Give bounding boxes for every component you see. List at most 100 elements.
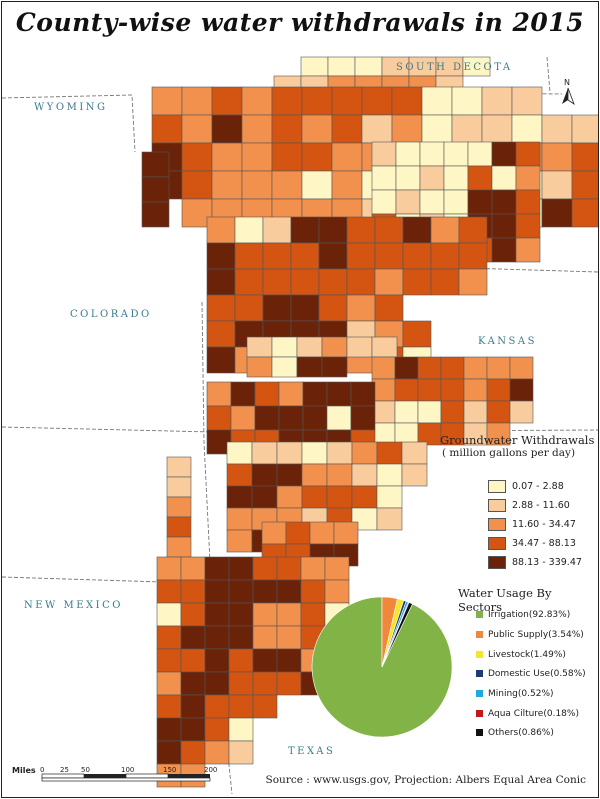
county: [571, 198, 598, 228]
county: [402, 268, 432, 296]
county: [156, 579, 182, 604]
legend-title: Groundwater Withdrawals ( million gallon…: [440, 434, 594, 460]
legend-label: 0.07 - 2.88: [512, 480, 564, 492]
county: [290, 216, 320, 244]
county: [301, 142, 333, 172]
county: [241, 114, 273, 144]
legend-swatch: [488, 498, 506, 512]
county: [371, 400, 396, 424]
county: [204, 648, 230, 673]
legend-title-line2: ( million gallons per day): [442, 447, 576, 459]
county: [206, 216, 236, 244]
county: [371, 336, 398, 358]
county: [262, 294, 292, 322]
county: [417, 400, 442, 424]
county: [290, 294, 320, 322]
county: [180, 648, 206, 673]
county: [371, 189, 397, 215]
county: [271, 142, 303, 172]
county: [300, 556, 326, 581]
county: [326, 441, 353, 465]
county: [278, 405, 304, 431]
county: [204, 602, 230, 627]
county: [491, 237, 517, 263]
county: [241, 86, 273, 116]
county: [180, 717, 206, 742]
legend-item: 2.88 - 11.60: [488, 498, 570, 512]
county: [511, 114, 543, 144]
county: [309, 521, 335, 545]
county: [346, 294, 376, 322]
scale-tick: 0: [40, 766, 45, 774]
county: [246, 356, 273, 378]
county: [211, 86, 243, 116]
county: [301, 485, 328, 509]
county: [254, 381, 280, 407]
county: [301, 441, 328, 465]
county: [296, 336, 323, 358]
county: [417, 356, 442, 380]
county: [374, 242, 404, 270]
county: [276, 579, 302, 604]
county: [302, 405, 328, 431]
state-label-colorado: COLORADO: [70, 309, 152, 320]
sector-label: Others(0.86%): [488, 727, 554, 738]
north-label: N: [564, 78, 570, 87]
county: [226, 485, 253, 509]
county: [394, 378, 419, 402]
county: [394, 356, 419, 380]
scale-unit-label: Miles: [12, 766, 36, 775]
county: [361, 86, 393, 116]
county: [440, 378, 465, 402]
county: [401, 441, 428, 465]
county: [351, 485, 378, 509]
source-note: Source : www.usgs.gov, Projection: Alber…: [265, 774, 586, 786]
county: [430, 268, 460, 296]
county: [467, 165, 493, 191]
county: [391, 114, 423, 144]
county: [276, 463, 303, 487]
county: [301, 463, 328, 487]
county: [230, 381, 256, 407]
county: [376, 441, 403, 465]
county: [271, 336, 298, 358]
county: [180, 694, 206, 719]
scale-tick: 50: [81, 766, 90, 774]
county: [430, 216, 460, 244]
county: [462, 56, 491, 77]
county: [234, 242, 264, 270]
county: [458, 268, 488, 296]
county: [181, 170, 213, 200]
county: [491, 189, 517, 215]
county: [204, 717, 230, 742]
county: [252, 671, 278, 696]
sector-pie-chart: [311, 596, 453, 738]
county: [252, 556, 278, 581]
county: [326, 405, 352, 431]
county: [458, 216, 488, 244]
state-label-new-mexico: NEW MEXICO: [24, 600, 123, 611]
county: [491, 141, 517, 167]
county: [376, 507, 403, 531]
county: [321, 356, 348, 378]
county: [511, 86, 543, 116]
county: [571, 114, 598, 144]
county: [285, 521, 311, 545]
state-label-texas: TEXAS: [288, 746, 336, 757]
county: [166, 516, 192, 538]
county: [276, 441, 303, 465]
county: [156, 556, 182, 581]
county: [204, 579, 230, 604]
sector-label: Irrigation(92.83%): [488, 609, 571, 620]
county: [486, 356, 511, 380]
county: [301, 114, 333, 144]
county: [228, 694, 254, 719]
county: [271, 86, 303, 116]
county: [300, 579, 326, 604]
county: [361, 114, 393, 144]
county: [374, 216, 404, 244]
county: [463, 378, 488, 402]
county: [206, 294, 236, 322]
county: [443, 141, 469, 167]
legend-swatch: [488, 517, 506, 531]
